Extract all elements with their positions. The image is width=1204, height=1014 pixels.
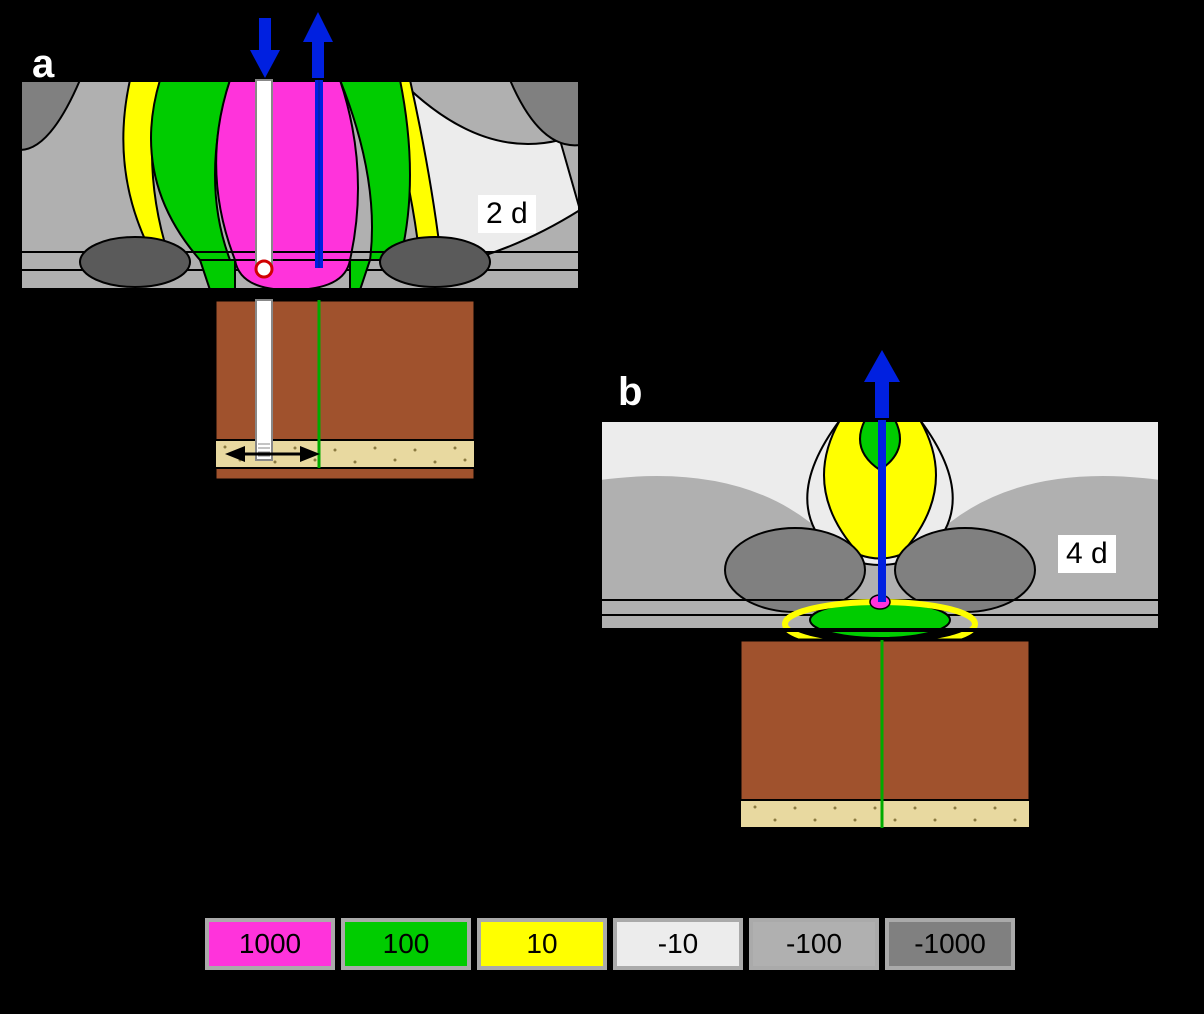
injection-well-tip-a [256,261,272,277]
arrow-up-head-b [864,350,900,382]
arrow-b [864,350,900,418]
legend-neg10: -10 [613,918,743,970]
dark-lobe-left-a [80,237,190,287]
arrow-up-head-a [303,12,333,42]
panel-a-lower [215,300,475,480]
panel-b: 4 d [580,340,1200,905]
sand-layer-b [740,800,1030,828]
panel-a: 2 d [0,0,620,565]
legend-neg100: -100 [749,918,879,970]
arrows-a [250,12,333,78]
injection-well-lower-a [256,300,272,460]
time-label-b: 4 d [1058,535,1116,573]
legend-neg1000: -1000 [885,918,1015,970]
legend-100: 100 [341,918,471,970]
legend: 1000 100 10 -10 -100 -1000 [205,918,1015,970]
time-label-a: 2 d [478,195,536,233]
legend-10: 10 [477,918,607,970]
injection-well-a [256,80,272,266]
extraction-well-b [878,420,886,602]
panel-a-svg [0,0,620,560]
dark-lobe-right-a [380,237,490,287]
panel-b-lower [740,640,1030,830]
region-1000-center [216,80,358,260]
panel-b-svg [580,340,1200,900]
legend-1000: 1000 [205,918,335,970]
arrow-down-head [250,50,280,78]
